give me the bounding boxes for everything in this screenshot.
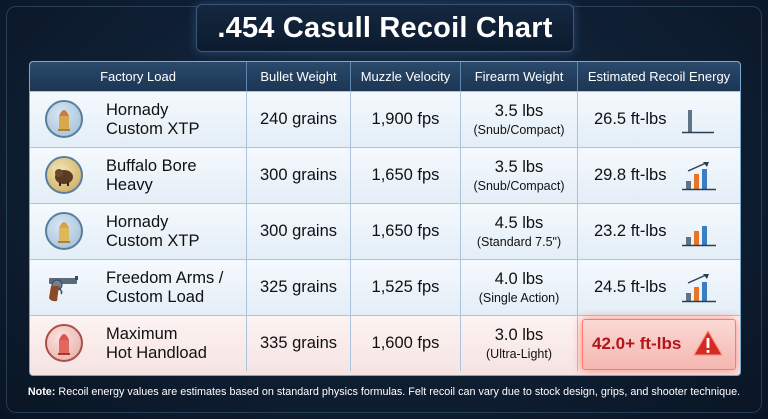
energy-cell: 24.5 ft-lbs	[577, 260, 740, 315]
firearm-type: (Snub/Compact)	[473, 123, 565, 137]
load-name-line2: Custom Load	[106, 287, 205, 306]
table-header: Factory Load Bullet Weight Muzzle Veloci…	[30, 62, 740, 91]
bullet-weight-cell: 300 grains	[246, 148, 350, 203]
muzzle-velocity: 1,650 fps	[371, 166, 440, 184]
recoil-energy: 26.5 ft-lbs	[594, 110, 667, 128]
recoil-energy: 42.0+ ft-lbs	[592, 333, 682, 353]
firearm-weight: 4.5 lbs	[494, 214, 544, 232]
footnote-text: Recoil energy values are estimates based…	[58, 386, 741, 398]
load-name-line2: Heavy	[106, 175, 153, 194]
firearm-weight-cell: 4.0 lbs (Single Action)	[460, 260, 577, 315]
muzzle-velocity: 1,900 fps	[371, 110, 440, 128]
energy-cell: 42.0+ ft-lbs	[577, 316, 740, 371]
rising-bars-icon	[682, 162, 716, 191]
bullet-icon	[45, 100, 83, 138]
load-name-line1: Freedom Arms /	[106, 268, 224, 287]
single-bar-icon	[682, 110, 714, 134]
recoil-energy: 29.8 ft-lbs	[594, 166, 667, 184]
table-row: Hornady Custom XTP 300 grains 1,650 fps 4…	[30, 203, 740, 259]
table-row: Buffalo Bore Heavy 300 grains 1,650 fps 3…	[30, 147, 740, 203]
firearm-weight-cell: 3.5 lbs (Snub/Compact)	[460, 148, 577, 203]
firearm-weight-cell: 3.5 lbs (Snub/Compact)	[460, 92, 577, 147]
bullet-weight: 300 grains	[259, 166, 338, 184]
energy-cell: 23.2 ft-lbs	[577, 204, 740, 259]
bullet-icon	[45, 212, 83, 250]
velocity-cell: 1,525 fps	[350, 260, 460, 315]
revolver-icon	[45, 268, 83, 306]
velocity-cell: 1,900 fps	[350, 92, 460, 147]
table-row: Freedom Arms / Custom Load 325 grains 1,5…	[30, 259, 740, 315]
load-cell: Freedom Arms / Custom Load	[30, 260, 246, 315]
bullet-weight-cell: 325 grains	[246, 260, 350, 315]
load-name-line1: Buffalo Bore	[106, 156, 197, 175]
header-muzzle-velocity: Muzzle Velocity	[350, 62, 460, 91]
velocity-cell: 1,650 fps	[350, 204, 460, 259]
footnote: Note: Recoil energy values are estimates…	[0, 386, 768, 398]
firearm-weight: 4.0 lbs	[494, 270, 544, 288]
table-row-highlight: Maximum Hot Handload 335 grains 1,600 fps…	[30, 315, 740, 375]
firearm-weight-cell: 4.5 lbs (Standard 7.5")	[460, 204, 577, 259]
firearm-weight: 3.0 lbs	[494, 326, 544, 344]
bullet-weight-cell: 240 grains	[246, 92, 350, 147]
load-cell: Hornady Custom XTP	[30, 204, 246, 259]
muzzle-velocity: 1,650 fps	[371, 222, 440, 240]
firearm-weight: 3.5 lbs	[494, 102, 544, 120]
energy-cell: 29.8 ft-lbs	[577, 148, 740, 203]
rising-bars-icon	[682, 274, 716, 303]
muzzle-velocity: 1,525 fps	[371, 278, 440, 296]
header-recoil-energy: Estimated Recoil Energy	[577, 62, 740, 91]
firearm-type: (Snub/Compact)	[473, 179, 565, 193]
energy-cell: 26.5 ft-lbs	[577, 92, 740, 147]
bars-icon	[682, 226, 716, 247]
table-row: Hornady Custom XTP 240 grains 1,900 fps 3…	[30, 91, 740, 147]
footnote-label: Note:	[27, 386, 56, 398]
load-name-line1: Maximum	[106, 324, 178, 343]
velocity-cell: 1,600 fps	[350, 316, 460, 371]
header-firearm-weight: Firearm Weight	[460, 62, 577, 91]
header-bullet-weight: Bullet Weight	[246, 62, 350, 91]
firearm-type: (Ultra-Light)	[486, 347, 552, 361]
bullet-weight-cell: 300 grains	[246, 204, 350, 259]
header-factory-load: Factory Load	[100, 69, 176, 84]
firearm-weight: 3.5 lbs	[494, 158, 544, 176]
buffalo-icon	[45, 156, 83, 194]
recoil-energy: 24.5 ft-lbs	[594, 278, 667, 296]
load-name-line2: Custom XTP	[106, 119, 200, 138]
bullet-red-icon	[45, 324, 83, 362]
warning-icon	[693, 330, 723, 356]
firearm-type: (Single Action)	[478, 291, 560, 305]
chart-title: .454 Casull Recoil Chart	[217, 11, 553, 44]
bullet-weight: 325 grains	[259, 278, 338, 296]
recoil-table: Factory Load Bullet Weight Muzzle Veloci…	[29, 61, 741, 376]
bullet-weight: 240 grains	[259, 110, 338, 128]
firearm-weight-cell: 3.0 lbs (Ultra-Light)	[460, 316, 577, 371]
title-plate: .454 Casull Recoil Chart	[196, 4, 574, 52]
muzzle-velocity: 1,600 fps	[371, 334, 440, 352]
bullet-weight: 300 grains	[259, 222, 338, 240]
recoil-energy: 23.2 ft-lbs	[594, 222, 667, 240]
bullet-weight: 335 grains	[259, 334, 338, 352]
velocity-cell: 1,650 fps	[350, 148, 460, 203]
bullet-weight-cell: 335 grains	[246, 316, 350, 371]
firearm-type: (Standard 7.5")	[476, 235, 562, 249]
load-cell: Maximum Hot Handload	[30, 316, 246, 371]
load-name-line1: Hornady	[106, 212, 169, 231]
load-cell: Hornady Custom XTP	[30, 92, 246, 147]
load-name-line2: Hot Handload	[106, 343, 207, 362]
load-name-line2: Custom XTP	[106, 231, 200, 250]
load-cell: Buffalo Bore Heavy	[30, 148, 246, 203]
load-name-line1: Hornady	[106, 100, 169, 119]
